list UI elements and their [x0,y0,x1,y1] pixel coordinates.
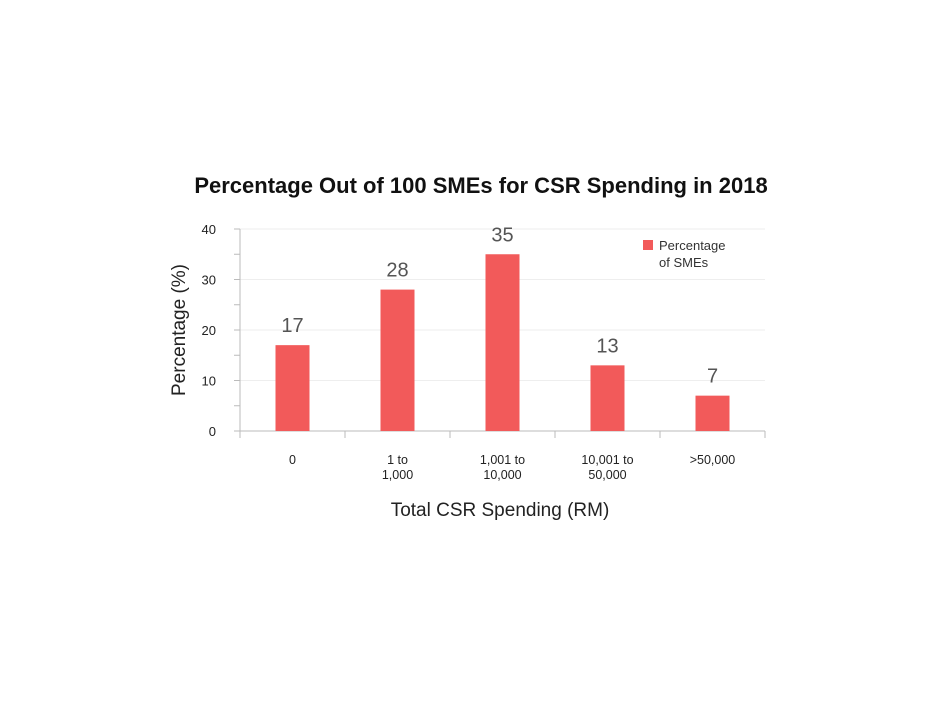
x-tick-label: >50,000 [690,453,736,467]
legend-label: Percentage [659,238,726,253]
y-tick-label: 10 [202,374,216,389]
x-tick-label: 50,000 [588,468,626,482]
y-axis-label: Percentage (%) [169,264,190,396]
x-tick-label: 1,000 [382,468,413,482]
bar [275,345,310,431]
legend-label: of SMEs [659,255,709,270]
x-axis-label: Total CSR Spending (RM) [391,500,610,521]
bar [485,254,520,431]
y-tick-label: 40 [202,222,216,237]
bar [695,395,730,431]
data-label: 28 [386,260,408,282]
y-tick-label: 0 [209,424,216,439]
x-tick-label: 10,001 to [581,453,633,467]
chart-title: Percentage Out of 100 SMEs for CSR Spend… [194,173,767,198]
x-tick-label: 1,001 to [480,453,525,467]
legend-swatch [643,240,653,250]
data-label: 7 [707,366,718,388]
legend: Percentage of SMEs [643,238,726,270]
x-tick-label: 1 to [387,453,408,467]
x-tick-label: 10,000 [483,468,521,482]
y-tick-label: 30 [202,273,216,288]
data-label: 13 [596,335,618,357]
y-tick-label: 20 [202,323,216,338]
data-label: 17 [281,315,303,337]
x-tick-label: 0 [289,453,296,467]
data-label: 35 [491,224,513,246]
bar [590,365,625,431]
bar [380,289,415,431]
